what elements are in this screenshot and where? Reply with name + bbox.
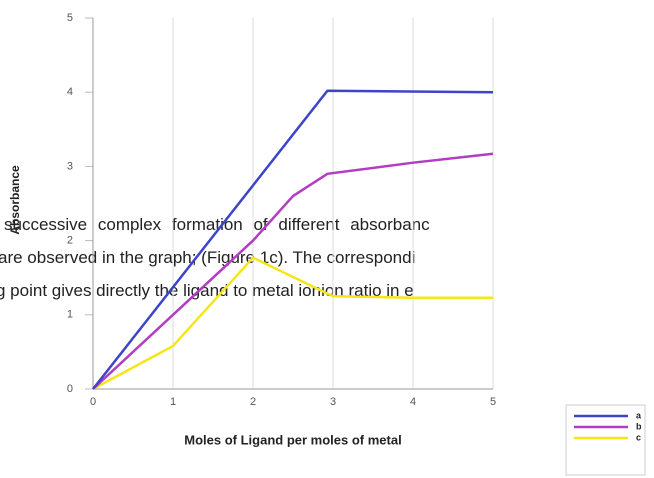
y-tick-label: 4 bbox=[67, 86, 73, 98]
x-tick-label: 2 bbox=[250, 396, 256, 408]
y-axis-label: Absorbance bbox=[8, 165, 22, 235]
paragraph-line: successive complex formation of differen… bbox=[4, 215, 430, 234]
x-tick-label: 0 bbox=[90, 396, 96, 408]
legend-label: c bbox=[636, 432, 641, 442]
legend-label: a bbox=[636, 410, 642, 420]
x-tick-label: 4 bbox=[410, 396, 416, 408]
x-tick-label: 3 bbox=[330, 396, 336, 408]
y-tick-label: 3 bbox=[67, 160, 73, 172]
y-tick-label: 5 bbox=[67, 12, 73, 24]
legend-label: b bbox=[636, 421, 642, 431]
paragraph-line: are observed in the graph; (Figure 1c). … bbox=[0, 248, 415, 267]
series-line bbox=[92, 89, 494, 390]
series-line bbox=[92, 152, 494, 390]
series-line bbox=[92, 256, 493, 391]
y-tick-label: 0 bbox=[67, 383, 73, 395]
y-tick-label: 1 bbox=[67, 309, 73, 321]
x-tick-label: 5 bbox=[490, 396, 496, 408]
x-axis-label: Moles of Ligand per moles of metal bbox=[184, 432, 401, 447]
y-tick-label: 2 bbox=[67, 235, 73, 247]
x-tick-label: 1 bbox=[170, 396, 176, 408]
